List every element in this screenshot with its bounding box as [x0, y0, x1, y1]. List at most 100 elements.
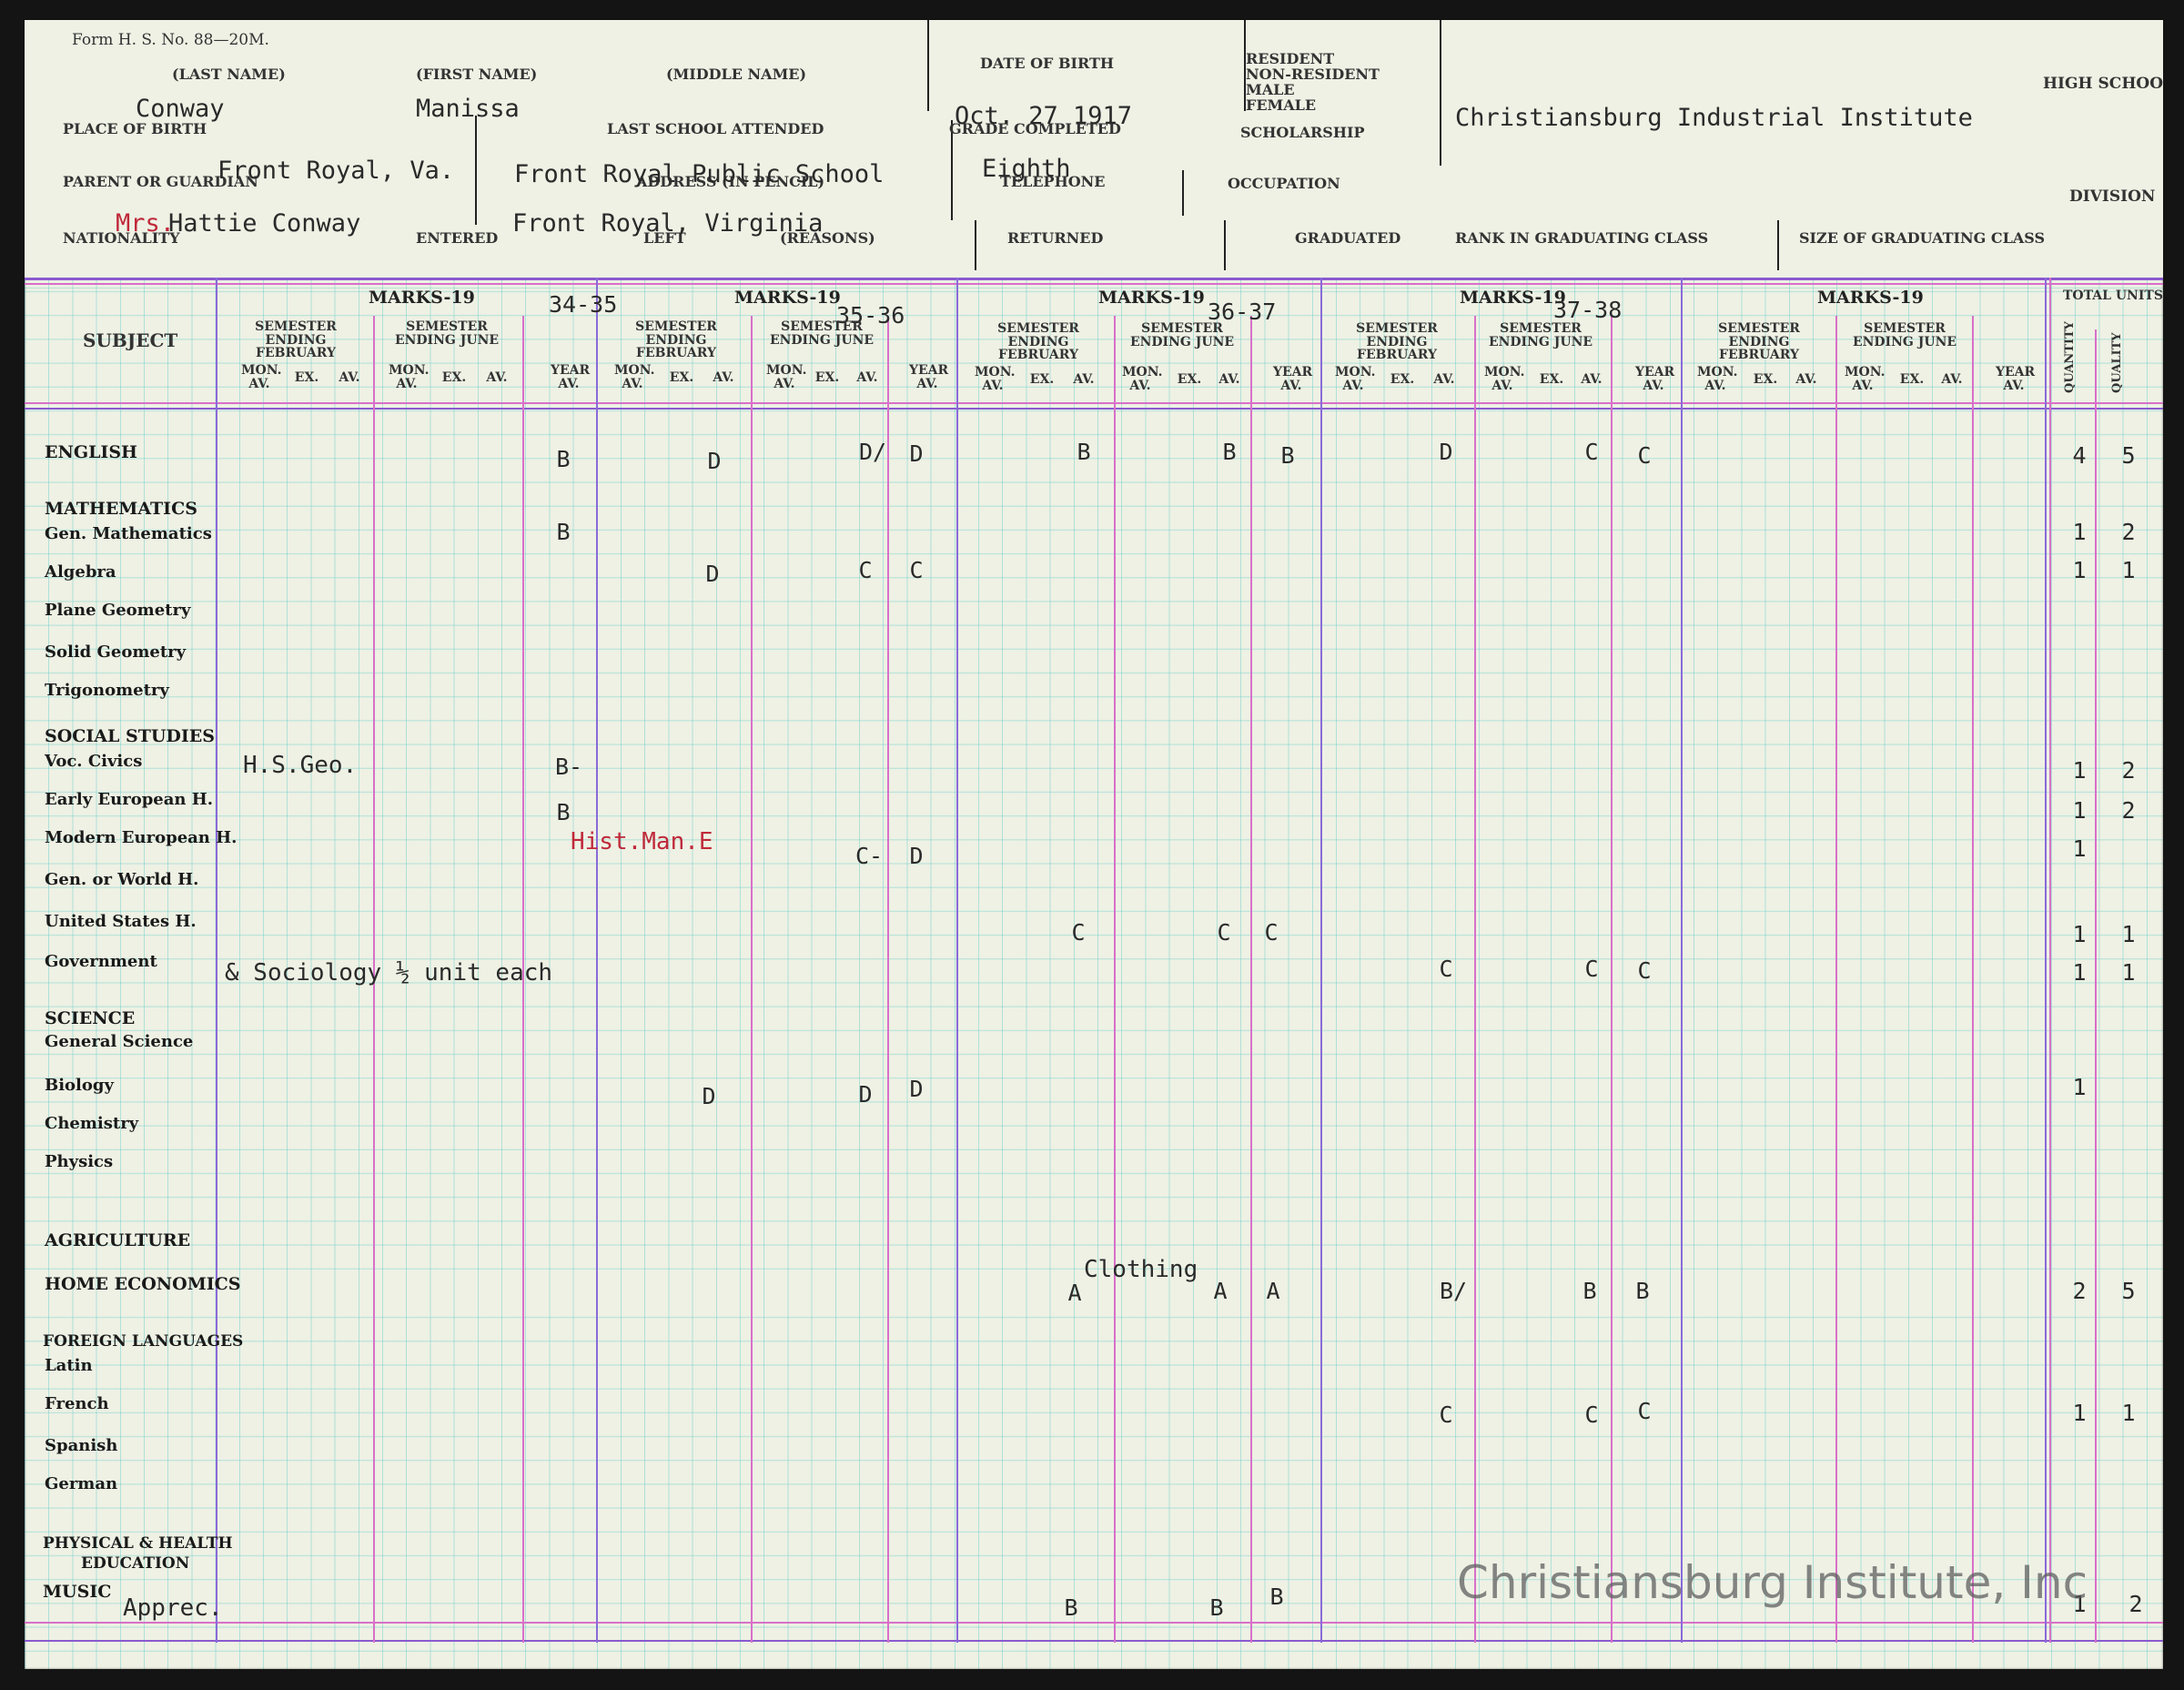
subject-gen-math: Gen. Mathematics — [45, 524, 212, 543]
divider — [927, 20, 929, 111]
subject-algebra: Algebra — [45, 562, 116, 582]
subject-plane-geometry: Plane Geometry — [45, 601, 191, 620]
col-ex-label: EX. — [294, 370, 319, 385]
subject-biology: Biology — [45, 1076, 114, 1095]
subject-modern-european: Modern European H. — [45, 828, 238, 847]
col-mon-label: MON. AV. — [1484, 365, 1525, 393]
subject-science: SCIENCE — [45, 1008, 136, 1028]
divider — [475, 116, 477, 225]
semester-feb-label: SEMESTER ENDING FEBRUARY — [1356, 321, 1438, 363]
marks-label: MARKS-19 — [1817, 288, 1924, 308]
female-label: FEMALE — [1246, 96, 1317, 114]
first-name-value: Manissa — [416, 95, 520, 123]
col-ex-label: EX. — [1753, 372, 1778, 387]
subject-early-european: Early European H. — [45, 790, 214, 809]
rule — [1474, 316, 1476, 1643]
place-of-birth-label: PLACE OF BIRTH — [63, 120, 207, 137]
rule — [216, 278, 217, 1643]
total-quality: 2 — [2121, 757, 2136, 784]
divider — [975, 220, 976, 270]
grade-mark: B — [1280, 442, 1295, 469]
note-sociology: & Sociology ½ unit each — [225, 959, 553, 987]
grade-completed-value: Eighth — [982, 155, 1071, 183]
total-quantity: 1 — [2072, 1074, 2087, 1100]
col-mon-label: MON. AV. — [1845, 365, 1886, 393]
semester-june-label: SEMESTER ENDING JUNE — [769, 319, 875, 348]
grade-mark: B/ — [1439, 1278, 1468, 1304]
year-value: 37-38 — [1553, 297, 1623, 323]
col-mon-label: MON. AV. — [766, 363, 807, 391]
col-ex-label: EX. — [1029, 372, 1055, 387]
record-card: Form H. S. No. 88—20M. (LAST NAME) (FIRS… — [25, 20, 2163, 1669]
address-label: ADDRESS (IN PENCIL) — [636, 173, 825, 190]
grade-mark: B — [556, 799, 571, 825]
rule — [1835, 316, 1837, 1643]
col-av-label: AV. — [486, 370, 508, 385]
col-av-label: AV. — [1433, 372, 1455, 387]
grade-mark: B — [1064, 1594, 1078, 1621]
grade-mark: C- — [854, 843, 884, 869]
grade-mark: C — [1637, 957, 1652, 984]
grade-mark: D/ — [858, 439, 887, 465]
subject-gen-world: Gen. or World H. — [45, 870, 199, 889]
grade-mark: C — [1217, 919, 1231, 946]
grade-mark: C — [1439, 1402, 1453, 1428]
col-av-label: AV. — [1073, 372, 1095, 387]
left-label: LEFT — [643, 229, 686, 247]
grade-mark: D — [702, 1083, 716, 1109]
subject-government: Government — [45, 952, 157, 971]
grade-mark: C — [858, 557, 873, 583]
total-quantity: 4 — [2072, 442, 2087, 469]
grade-mark: C — [1637, 442, 1652, 469]
grade-mark: C — [1584, 1402, 1599, 1428]
semester-feb-label: SEMESTER ENDING FEBRUARY — [1718, 321, 1800, 363]
grade-mark: B — [1222, 439, 1237, 465]
year-value: 35-36 — [836, 302, 905, 329]
grade-mark: B — [1209, 1594, 1224, 1621]
nationality-label: NATIONALITY — [63, 229, 180, 247]
col-av-label: AV. — [339, 370, 360, 385]
subject-physical-health: PHYSICAL & HEALTH — [43, 1534, 233, 1553]
col-mon-label: MON. AV. — [389, 363, 430, 391]
resident-label: RESIDENT — [1246, 50, 1335, 67]
total-quantity: 1 — [2072, 835, 2087, 862]
grade-mark: B — [1077, 439, 1091, 465]
watermark: Christiansburg Institute, Inc — [1457, 1556, 2088, 1609]
rule — [25, 402, 2163, 404]
grade-mark: B- — [554, 754, 583, 780]
last-name-label: (LAST NAME) — [172, 66, 286, 83]
grade-mark: A — [1213, 1278, 1228, 1304]
grade-mark: C — [1584, 956, 1599, 982]
quality-label: QUALITY — [2110, 332, 2124, 393]
grade-mark: B — [1582, 1278, 1597, 1304]
total-quantity: 1 — [2072, 519, 2087, 545]
subject-united-states: United States H. — [45, 912, 197, 931]
semester-june-label: SEMESTER ENDING JUNE — [1852, 321, 1957, 349]
note-clothing: Clothing — [1084, 1256, 1198, 1283]
rule — [1681, 278, 1683, 1643]
col-ex-label: EX. — [814, 370, 840, 385]
rule — [956, 278, 958, 1643]
grade-mark: D — [705, 561, 720, 587]
total-units-label: TOTAL UNITS — [2063, 288, 2163, 303]
semester-june-label: SEMESTER ENDING JUNE — [1129, 321, 1235, 349]
col-mon-label: MON. AV. — [1335, 365, 1376, 393]
note-apprec: Apprec. — [123, 1594, 223, 1622]
division-label: DIVISION — [2069, 187, 2156, 206]
divider — [1777, 220, 1779, 270]
marks-label: MARKS-19 — [369, 288, 475, 308]
grade-mark: A — [1266, 1278, 1280, 1304]
subject-social-studies: SOCIAL STUDIES — [45, 726, 215, 746]
grade-mark: C — [1584, 439, 1599, 465]
year-value: 34-35 — [549, 291, 618, 318]
col-year-label: YEAR AV. — [551, 363, 591, 391]
divider — [1440, 20, 1441, 166]
high-school-value: Christiansburg Industrial Institute — [1455, 104, 1973, 132]
rank-label: RANK IN GRADUATING CLASS — [1455, 229, 1709, 247]
grade-mark: A — [1067, 1280, 1082, 1306]
grade-mark: B — [1635, 1278, 1650, 1304]
rule — [1250, 316, 1252, 1643]
subject-foreign-languages: FOREIGN LANGUAGES — [43, 1332, 244, 1351]
total-quality: 2 — [2121, 519, 2136, 545]
semester-feb-label: SEMESTER ENDING FEBRUARY — [255, 319, 337, 361]
